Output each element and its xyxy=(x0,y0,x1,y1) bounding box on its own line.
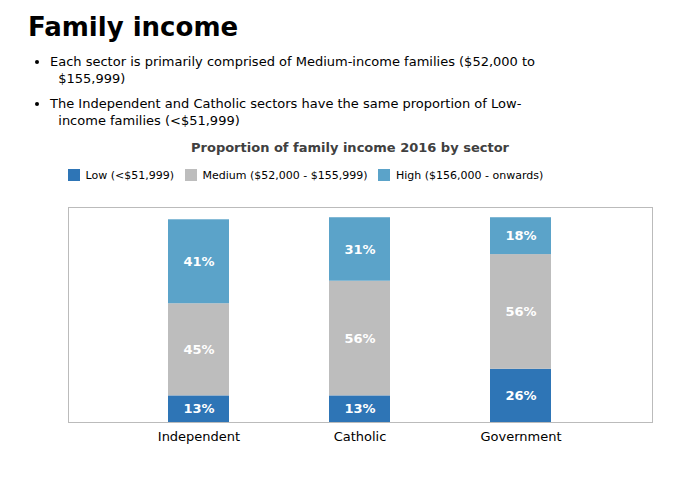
svg-text:18%: 18% xyxy=(505,228,536,243)
html-text:High ($156,000 - onwards): High ($156,000 - onwards) xyxy=(396,168,544,182)
svg-text:Catholic: Catholic xyxy=(334,429,387,444)
svg-text:56%: 56% xyxy=(505,304,536,319)
svg-text:45%: 45% xyxy=(183,342,214,357)
html-text:Proportion of family income 20: Proportion of family income 2016 by sect… xyxy=(191,139,509,155)
svg-text:56%: 56% xyxy=(344,331,375,346)
svg-text:Independent: Independent xyxy=(158,429,240,444)
html-text:Family income: Family income xyxy=(28,12,239,42)
svg-text:31%: 31% xyxy=(344,242,375,257)
svg-text:26%: 26% xyxy=(505,388,536,403)
svg-text:Government: Government xyxy=(480,429,561,444)
html-text:Medium ($52,000 - $155,999): Medium ($52,000 - $155,999) xyxy=(202,168,368,182)
html-text:Low (<$51,999): Low (<$51,999) xyxy=(85,168,174,182)
svg-text:41%: 41% xyxy=(183,254,214,269)
svg-text:13%: 13% xyxy=(344,401,375,416)
html-text:The Independent and Catholic s: The Independent and Catholic sectors hav… xyxy=(50,95,522,128)
svg-text:13%: 13% xyxy=(183,401,214,416)
html-text:Each sector is primarily compr: Each sector is primarily comprised of Me… xyxy=(50,54,536,86)
